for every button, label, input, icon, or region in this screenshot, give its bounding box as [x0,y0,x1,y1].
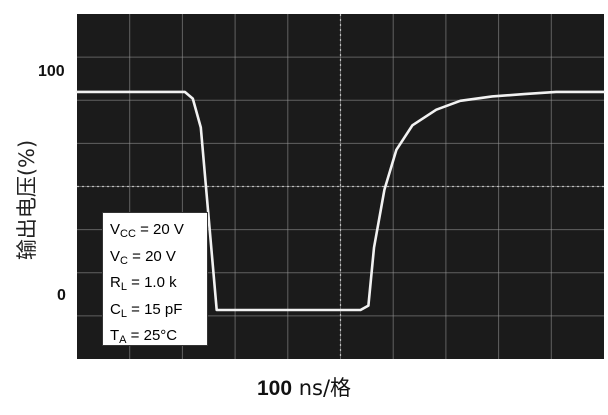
condition-ta: TA = 25°C [110,325,207,352]
data-point [76,91,78,93]
x-axis-label: 100 ns/格 [0,372,608,402]
y-tick-0: 0 [57,287,66,305]
data-point [373,247,375,249]
condition-cl: CL = 15 pF [110,299,207,326]
data-point [200,127,202,129]
data-point [124,91,126,93]
data-point [216,309,218,311]
data-point [184,91,186,93]
data-point [412,124,414,126]
data-point [603,91,605,93]
data-point [360,309,362,311]
data-point [435,109,437,111]
x-axis-scale-value: 100 [257,377,292,400]
data-point [555,91,557,93]
data-point [368,305,370,307]
condition-vcc: VCC = 20 V [110,219,207,246]
data-point [459,100,461,102]
data-point [384,189,386,191]
data-point [491,96,493,98]
x-axis-scale-unit: ns/格 [299,376,351,400]
y-axis-label-text: 输出电压(%) [11,140,41,260]
condition-rl: RL = 1.0 k [110,272,207,299]
data-point [192,98,194,100]
y-tick-100: 100 [38,63,65,81]
test-conditions-box: VCC = 20 V VC = 20 V RL = 1.0 k CL = 15 … [102,212,208,346]
data-point [396,149,398,151]
condition-vc: VC = 20 V [110,246,207,273]
data-point [523,93,525,95]
y-axis-label: 输出电压(%) [6,95,46,305]
